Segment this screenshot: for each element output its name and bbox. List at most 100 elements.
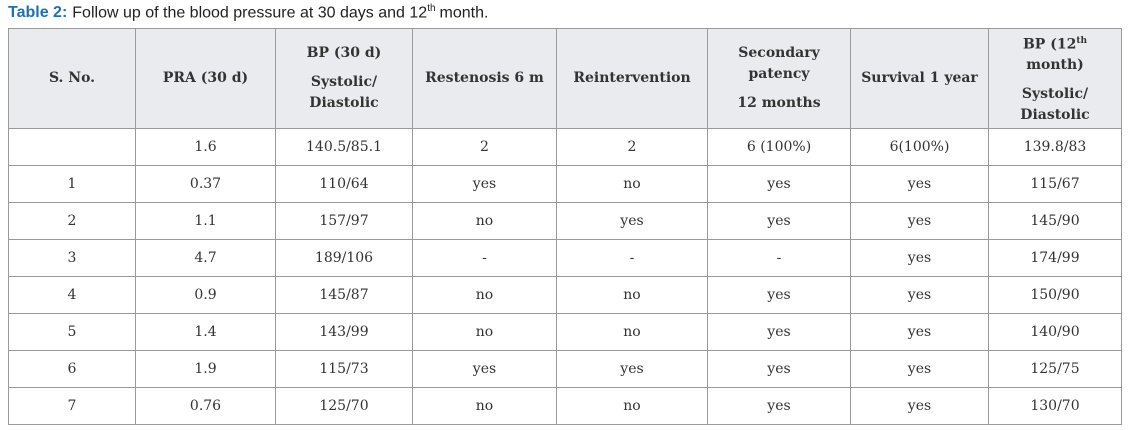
header-line: BP (30 d) [306,45,382,61]
header-cell: Restenosis 6 m [412,28,557,129]
header-line: Systolic/ [310,74,378,90]
table-row: 1.6 140.5/85.1 2 2 6 (100%) 6(100%) 139.8/83 [8,128,1122,166]
table-cell: yes [412,165,557,203]
table-row: 3 4.7 189/106- - - yes 174/99 [8,239,1122,277]
table-cell: yes [707,276,851,314]
table-cell: 125/75 [988,350,1122,388]
table-cell: 145/90 [988,202,1122,240]
table-cell: yes [556,202,708,240]
header-line: BP (12th [993,31,1117,56]
caption: Table 2: Follow up of the blood pressure … [8,3,488,22]
table-cell: 110/64 [275,165,413,203]
table-cell: 115/73 [275,350,413,388]
table-cell: 1.6 [135,128,276,166]
table-cell: 6(100%) [850,128,989,166]
table-cell: 1.4 [135,313,276,351]
caption-label: Table 2: [8,4,68,22]
table-cell: yes [850,276,989,314]
table-cell: yes [556,350,708,388]
table-cell: no [556,387,708,425]
header-line: 12 months [737,95,821,111]
table-cell: yes [707,387,851,425]
table-cell: 0.37 [135,165,276,203]
header-cell: BP (30 d) Systolic/Diastolic [275,28,413,129]
table-cell: 1.9 [135,350,276,388]
table-cell: no [412,387,557,425]
table-cell [8,128,136,166]
header-line: Survival 1 year [861,70,978,86]
table-cell: 139.8/83 [988,128,1122,166]
header-cell: Secondary patency 12 months [707,28,851,129]
table-cell: yes [707,350,851,388]
table-cell: no [556,313,708,351]
table: S. No. PRA (30 d) BP (30 d) Systolic/Diasto… [8,28,1122,425]
table-cell: 140/90 [988,313,1122,351]
table-cell: 6 (100%) [707,128,851,166]
table-cell: yes [850,313,989,351]
header-line: Systolic/ [1021,86,1089,103]
header-line: patency [748,66,810,82]
table-cell: 143/99 [275,313,413,351]
header-line: Secondary [738,45,820,61]
header-cell: Survival 1 year [850,28,989,129]
header-line: PRA (30 d) [162,70,249,86]
table-cell: 130/70 [988,387,1122,425]
header-cell: S. No. [8,28,136,129]
table-cell: yes [850,387,989,425]
table-cell: no [412,202,557,240]
table-cell: 7 [8,387,136,425]
table-row: 5 1.4 143/99 no no yes yes 140/90 [8,313,1122,351]
caption-sup: th [427,3,436,14]
table-cell: yes [707,165,851,203]
header-cell: PRA (30 d) [135,28,276,129]
table-cell: 140.5/85.1 [275,128,413,166]
table-cell: 2 [556,128,708,166]
table-row: 4 0.9 145/87 no no yes yes 150/90 [8,276,1122,314]
header-row: S. No. PRA (30 d) BP (30 d) Systolic/Diasto… [8,28,1122,129]
header-cell: BP (12th month) Systolic/Diastolic [988,28,1122,129]
table-body: 1.6 140.5/85.1 2 2 6 (100%) 6(100%) 139.8/83 1 0… [8,128,1122,425]
table-cell: 145/87 [275,276,413,314]
table-row: 7 0.76 125/70 no no yes yes 130/70 [8,387,1122,425]
table-cell: 0.76 [135,387,276,425]
table-cell: 174/99 [988,239,1122,277]
table-cell: 150/90 [988,276,1122,314]
header-line: Diastolic [309,95,379,111]
table-cell: 0.9 [135,276,276,314]
table-cell: 1.1 [135,202,276,240]
table-cell: yes [850,165,989,203]
table-row: 2 1.1 157/97 no yes yes yes 145/90 [8,202,1122,240]
table-cell: no [556,165,708,203]
table-cell: - [412,239,557,277]
header-line: month) [1026,57,1084,74]
table-cell: yes [412,350,557,388]
table-cell: 4.7 [135,239,276,277]
table-cell: 115/67 [988,165,1122,203]
table-cell: 6 [8,350,136,388]
table-cell: 4 [8,276,136,314]
table-cell: no [556,276,708,314]
header-line: S. No. [48,70,96,86]
header-line: Reintervention [573,70,691,86]
header-cell: Reintervention [556,28,708,129]
table-cell: yes [707,202,851,240]
caption-tail: month. [439,4,489,22]
header-text: BP (12 [1022,36,1077,53]
table-row: 6 1.9 115/73 yes yes yes yes 125/75 [8,350,1122,388]
table-cell: 125/70 [275,387,413,425]
table-row: 1 0.37 110/64 yes no yes yes 115/67 [8,165,1122,203]
header-line: Diastolic [1020,107,1090,124]
table-cell: yes [850,239,989,277]
table-cell: no [412,313,557,351]
table-cell: yes [707,313,851,351]
header-sup: th [1076,35,1088,46]
table-cell: yes [850,202,989,240]
table-cell: 1 [8,165,136,203]
table-cell: - [556,239,708,277]
table-cell: 2 [412,128,557,166]
table-cell: 5 [8,313,136,351]
table-cell: yes [850,350,989,388]
caption-text: Follow up of the blood pressure at 30 da… [72,4,428,22]
table-cell: 2 [8,202,136,240]
table-cell: - [707,239,851,277]
